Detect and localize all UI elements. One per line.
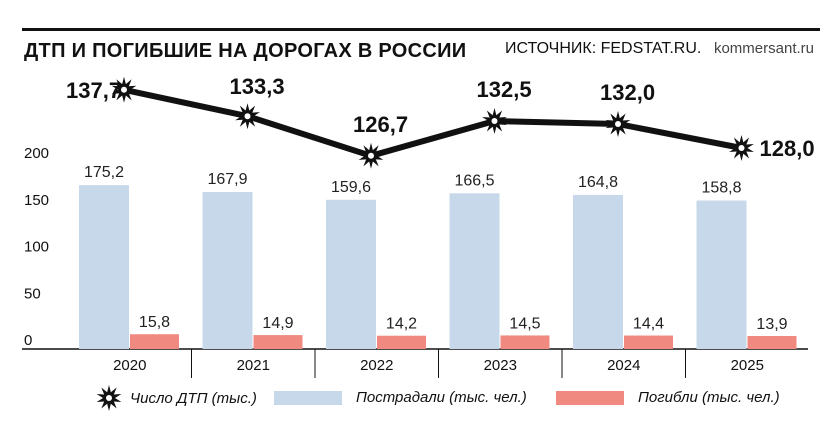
legend: Число ДТП (тыс.) Пострадали (тыс. чел.) … <box>94 383 814 413</box>
y-tick-label: 200 <box>24 145 49 162</box>
point-accidents-center <box>615 121 621 127</box>
series-line-accidents <box>123 86 743 159</box>
point-label-accidents: 132,5 <box>477 77 532 102</box>
y-tick-label: 0 <box>24 332 32 349</box>
point-label-accidents: 137,7 <box>66 78 121 103</box>
bar-label-injured: 175,2 <box>84 164 124 181</box>
bar-injured <box>202 192 253 349</box>
bar-label-killed: 14,4 <box>633 316 664 333</box>
bar-killed <box>130 334 179 349</box>
burst-icon <box>96 385 122 411</box>
bar-label-killed: 13,9 <box>756 316 787 333</box>
legend-item-accidents: Число ДТП (тыс.) <box>94 383 257 413</box>
point-accidents-center <box>121 86 127 93</box>
legend-swatch-injured <box>274 390 342 405</box>
legend-label-killed: Погибли (тыс. чел.) <box>638 389 780 406</box>
bar-label-killed: 14,9 <box>262 315 293 332</box>
legend-label-accidents: Число ДТП (тыс.) <box>130 389 257 407</box>
legend-label-injured: Пострадали (тыс. чел.) <box>356 389 527 406</box>
bar-label-killed: 14,5 <box>509 315 540 332</box>
bar-killed <box>500 335 550 349</box>
header-rule <box>22 28 820 31</box>
bar-label-injured: 159,6 <box>331 179 371 196</box>
point-accidents-center <box>738 145 745 151</box>
point-label-accidents: 126,7 <box>353 112 408 137</box>
y-tick-label: 100 <box>24 239 49 256</box>
bar-label-killed: 14,2 <box>386 316 417 333</box>
legend-item-injured: Пострадали (тыс. чел.) <box>274 389 527 406</box>
bar-injured <box>326 199 376 349</box>
x-tick-label: 2025 <box>731 357 764 374</box>
x-tick-label: 2020 <box>113 357 146 374</box>
bar-injured <box>573 194 623 349</box>
point-label-accidents: 128,0 <box>760 136 815 161</box>
source-note: ИСТОЧНИК: FEDSTAT.RU. <box>505 40 702 57</box>
x-tick-label: 2024 <box>607 357 640 374</box>
bar-injured <box>79 185 129 349</box>
x-tick-label: 2023 <box>484 357 517 374</box>
bar-killed <box>377 335 426 349</box>
point-accidents-center <box>368 152 374 159</box>
bar-label-killed: 15,8 <box>139 314 170 331</box>
bar-killed <box>253 335 303 349</box>
legend-item-killed: Погибли (тыс. чел.) <box>556 389 780 406</box>
legend-swatch-killed <box>556 390 624 405</box>
bar-injured <box>696 200 747 349</box>
y-tick-label: 150 <box>24 192 49 209</box>
x-tick-label: 2021 <box>237 357 270 374</box>
bar-label-injured: 158,8 <box>701 180 741 197</box>
bar-label-injured: 164,8 <box>578 174 618 191</box>
chart-title: ДТП И ПОГИБШИЕ НА ДОРОГАХ В РОССИИ <box>24 40 467 62</box>
y-tick-label: 50 <box>24 285 41 302</box>
point-accidents-center <box>491 118 498 124</box>
x-tick-label: 2022 <box>360 357 393 374</box>
bar-killed <box>624 335 673 349</box>
bar-label-injured: 167,9 <box>207 171 247 188</box>
point-label-accidents: 132,0 <box>600 80 655 105</box>
point-label-accidents: 133,3 <box>230 74 285 99</box>
bar-label-injured: 166,5 <box>454 172 494 189</box>
bar-killed <box>747 336 797 349</box>
point-accidents-center <box>244 113 251 120</box>
bar-injured <box>449 193 500 349</box>
brand-link[interactable]: kommersant.ru <box>713 40 814 57</box>
